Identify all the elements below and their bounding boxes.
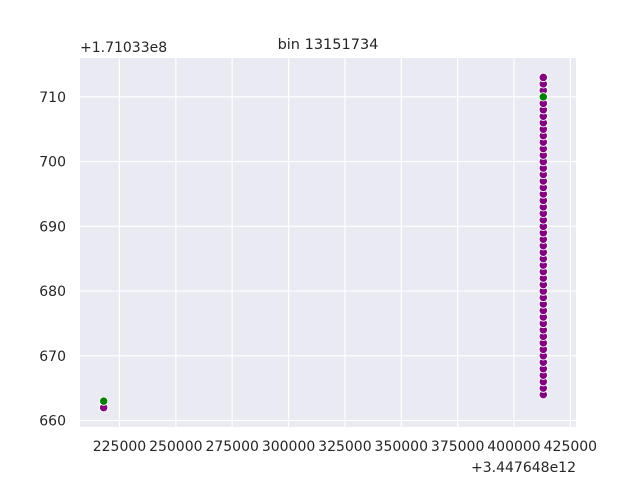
x-tick-label: 300000	[262, 439, 315, 455]
x-tick-label: 375000	[431, 439, 484, 455]
y-offset-label: +1.71033e8	[80, 40, 167, 56]
y-tick-label: 670	[39, 349, 66, 365]
data-point-green	[99, 396, 109, 406]
x-tick-label: 250000	[149, 439, 202, 455]
grid-lines	[80, 58, 576, 427]
tick-labels: 225000 250000 275000 300000 325000 350000 3750…	[39, 90, 597, 455]
x-tick-label: 400000	[487, 439, 540, 455]
y-tick-label: 710	[39, 90, 66, 106]
y-tick-label: 690	[39, 219, 66, 235]
data-points	[99, 72, 548, 413]
y-tick-label: 680	[39, 284, 66, 300]
x-tick-label: 325000	[318, 439, 371, 455]
x-tick-label: 225000	[93, 439, 146, 455]
plot-background	[80, 58, 576, 427]
x-tick-label: 275000	[205, 439, 258, 455]
y-tick-label: 660	[39, 414, 66, 430]
x-tick-label: 350000	[375, 439, 428, 455]
x-offset-label: +3.447648e12	[471, 460, 576, 476]
y-tick-label: 700	[39, 155, 66, 171]
x-tick-label: 425000	[544, 439, 597, 455]
chart-title: bin 13151734	[278, 37, 379, 53]
data-point-purple	[538, 72, 548, 83]
data-point-green	[538, 92, 548, 102]
